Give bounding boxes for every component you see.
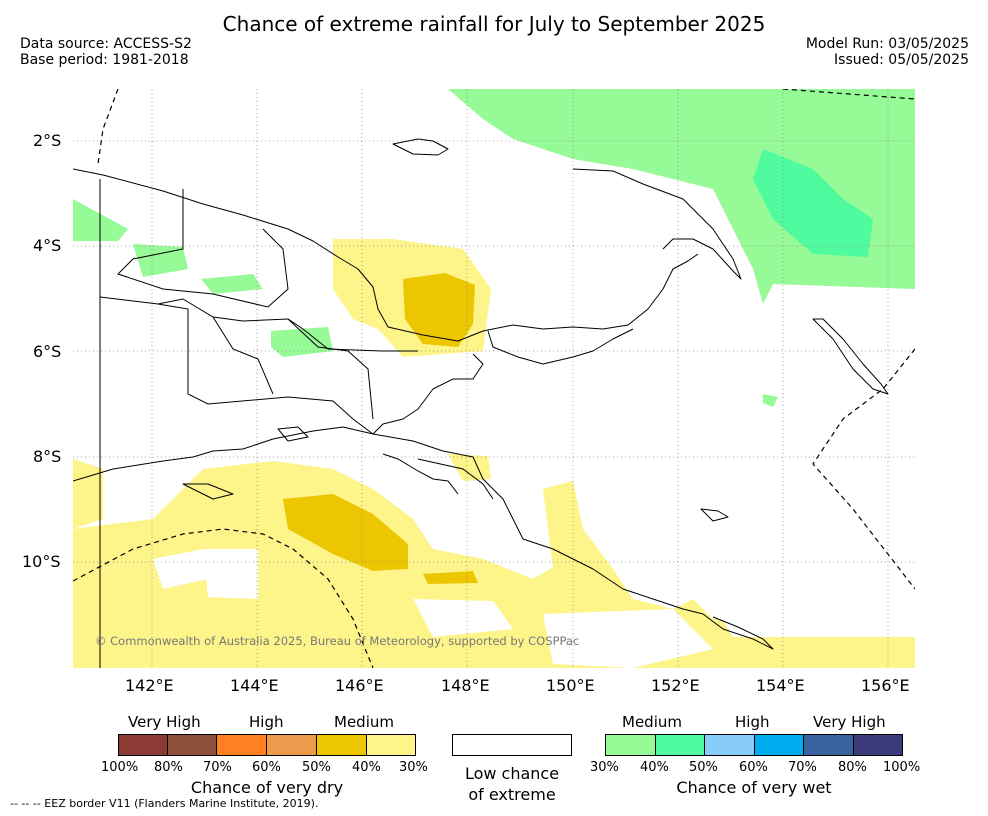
wet-pct-50: 50%: [689, 760, 718, 775]
wet-pct-100: 100%: [883, 760, 921, 775]
wet-swatch-40-50: [655, 734, 705, 756]
y-tick-6s: 6°S: [33, 342, 62, 361]
wet-pct-60: 60%: [739, 760, 768, 775]
wet-pct-30: 30%: [590, 760, 619, 775]
copyright-notice: © Commonwealth of Australia 2025, Bureau…: [95, 634, 580, 648]
low-chance-swatch: [452, 734, 572, 756]
wet-level-very-high: Very High: [813, 713, 886, 731]
y-tick-10s: 10°S: [22, 552, 61, 571]
x-tick-156e: 156°E: [861, 676, 910, 695]
wet-level-high: High: [735, 713, 770, 731]
graticule: [73, 89, 915, 668]
dry-swatch-60-70: [216, 734, 267, 756]
y-tick-2s: 2°S: [33, 131, 62, 150]
wet-pct-80: 80%: [838, 760, 867, 775]
x-tick-148e: 148°E: [441, 676, 490, 695]
y-tick-8s: 8°S: [33, 447, 62, 466]
dry-swatch-30-40: [366, 734, 416, 756]
map-panel: [73, 89, 915, 668]
wet-swatch-80-100: [853, 734, 903, 756]
dry-level-very-high: Very High: [128, 713, 201, 731]
x-tick-146e: 146°E: [335, 676, 384, 695]
dry-level-medium: Medium: [334, 713, 394, 731]
province-borders: [99, 179, 494, 668]
model-run: Model Run: 03/05/2025: [805, 36, 969, 52]
dry-40-50-regions: [283, 273, 478, 584]
wet-pct-70: 70%: [788, 760, 817, 775]
dry-pct-60: 60%: [252, 760, 281, 775]
dry-pct-100: 100%: [101, 760, 139, 775]
x-tick-142e: 142°E: [125, 676, 174, 695]
eez-borders: [73, 89, 915, 668]
wet-pct-40: 40%: [640, 760, 669, 775]
dry-swatch-50-60: [266, 734, 317, 756]
data-source: Data source: ACCESS-S2: [20, 36, 192, 52]
dry-pct-50: 50%: [302, 760, 331, 775]
wet-level-medium: Medium: [622, 713, 682, 731]
wet-caption: Chance of very wet: [676, 778, 832, 797]
eez-footer-note: -- -- -- EEZ border V11 (Flanders Marine…: [10, 797, 319, 810]
dry-swatch-40-50: [316, 734, 367, 756]
x-tick-154e: 154°E: [756, 676, 805, 695]
x-tick-144e: 144°E: [230, 676, 279, 695]
wet-swatch-50-60: [704, 734, 755, 756]
map-title: Chance of extreme rainfall for July to S…: [222, 12, 766, 36]
dry-level-high: High: [249, 713, 284, 731]
x-tick-152e: 152°E: [651, 676, 700, 695]
map-canvas: [73, 89, 915, 668]
dry-pct-40: 40%: [352, 760, 381, 775]
low-chance-caption-2: of extreme: [468, 785, 556, 804]
dry-swatch-70-80: [167, 734, 217, 756]
x-tick-150e: 150°E: [546, 676, 595, 695]
wet-swatch-30-40: [605, 734, 656, 756]
base-period: Base period: 1981-2018: [20, 52, 189, 68]
dry-pct-80: 80%: [154, 760, 183, 775]
dry-caption: Chance of very dry: [190, 778, 344, 797]
issued-date: Issued: 05/05/2025: [834, 52, 969, 68]
coastlines: [73, 138, 889, 650]
y-tick-4s: 4°S: [33, 236, 62, 255]
dry-pct-30: 30%: [399, 760, 428, 775]
low-chance-caption-1: Low chance: [464, 764, 560, 783]
wet-swatch-70-80: [803, 734, 854, 756]
dry-swatch-80-100: [118, 734, 168, 756]
wet-swatch-60-70: [754, 734, 804, 756]
wet-40-50-regions: [753, 149, 873, 257]
dry-pct-70: 70%: [203, 760, 232, 775]
wet-medium-regions: [73, 89, 915, 407]
low-chance-holes: [153, 549, 915, 668]
